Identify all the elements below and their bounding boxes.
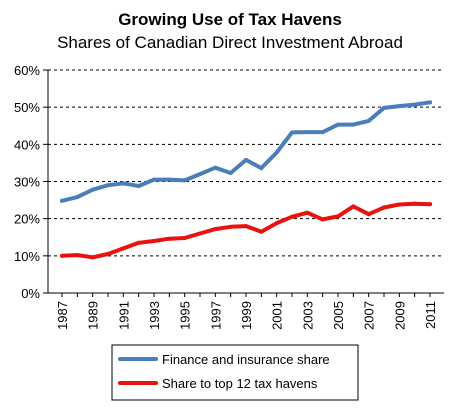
data-point — [366, 212, 371, 217]
data-point — [198, 231, 202, 236]
data-point — [106, 251, 110, 256]
x-tick-label: 1989 — [86, 301, 101, 330]
data-point — [351, 204, 356, 209]
legend-box — [111, 344, 359, 401]
data-point — [336, 122, 340, 127]
data-point — [136, 183, 141, 188]
data-point — [228, 170, 233, 175]
data-point — [259, 166, 264, 171]
data-point — [397, 104, 402, 109]
chart-title: Growing Use of Tax Havens — [118, 10, 342, 29]
x-tick-label: 2011 — [423, 301, 438, 329]
y-tick-label: 30% — [14, 175, 40, 190]
x-tick-label: 1991 — [116, 301, 131, 330]
data-point — [428, 202, 432, 207]
data-point — [382, 205, 386, 210]
y-tick-label: 10% — [14, 249, 40, 264]
data-point — [412, 102, 417, 107]
data-point — [305, 210, 310, 215]
data-point — [167, 177, 172, 182]
data-point — [320, 130, 325, 135]
x-tick-label: 2009 — [392, 301, 407, 330]
data-point — [244, 224, 248, 229]
data-point — [382, 105, 386, 110]
legend-label: Share to top 12 tax havens — [162, 376, 318, 391]
data-point — [167, 236, 172, 241]
x-tick-label: 1995 — [178, 301, 193, 330]
data-point — [75, 195, 80, 200]
data-point — [274, 221, 279, 226]
data-point — [121, 181, 126, 186]
data-point — [182, 178, 187, 183]
data-point — [75, 253, 80, 258]
x-tick-label: 2005 — [331, 301, 346, 330]
data-point — [182, 235, 187, 240]
data-point — [90, 187, 95, 192]
x-tick-label: 2001 — [270, 301, 285, 330]
data-point — [305, 130, 310, 135]
data-point — [60, 198, 64, 203]
data-point — [366, 118, 371, 123]
data-point — [428, 100, 432, 105]
x-tick-label: 2003 — [300, 301, 315, 330]
data-point — [290, 214, 294, 219]
legend-label: Finance and insurance share — [162, 352, 330, 367]
x-tick-label: 1999 — [239, 301, 254, 330]
data-point — [60, 253, 64, 258]
data-point — [290, 130, 294, 135]
data-point — [152, 177, 156, 182]
data-point — [213, 227, 218, 232]
y-tick-label: 20% — [14, 212, 40, 227]
x-tick-label: 2007 — [362, 301, 377, 330]
data-point — [412, 201, 417, 206]
x-tick-label: 1993 — [147, 301, 162, 330]
data-point — [228, 224, 233, 229]
y-tick-label: 50% — [14, 100, 40, 115]
data-point — [136, 240, 141, 245]
data-point — [106, 183, 110, 188]
data-point — [259, 229, 264, 234]
y-tick-label: 0% — [21, 286, 40, 301]
y-tick-label: 60% — [14, 63, 40, 78]
data-point — [351, 122, 356, 127]
data-point — [274, 150, 279, 155]
data-point — [244, 157, 248, 162]
data-point — [121, 246, 126, 251]
x-tick-label: 1987 — [55, 301, 70, 330]
data-point — [152, 238, 156, 243]
x-tick-label: 1997 — [208, 301, 223, 330]
data-point — [320, 217, 325, 222]
data-point — [336, 214, 340, 219]
series-line-1 — [60, 100, 432, 203]
y-tick-label: 40% — [14, 137, 40, 152]
data-point — [90, 255, 95, 260]
data-point — [213, 165, 218, 170]
chart-subtitle: Shares of Canadian Direct Investment Abr… — [57, 33, 403, 52]
data-point — [198, 172, 202, 177]
data-point — [397, 202, 402, 207]
series-line-2 — [60, 201, 432, 260]
